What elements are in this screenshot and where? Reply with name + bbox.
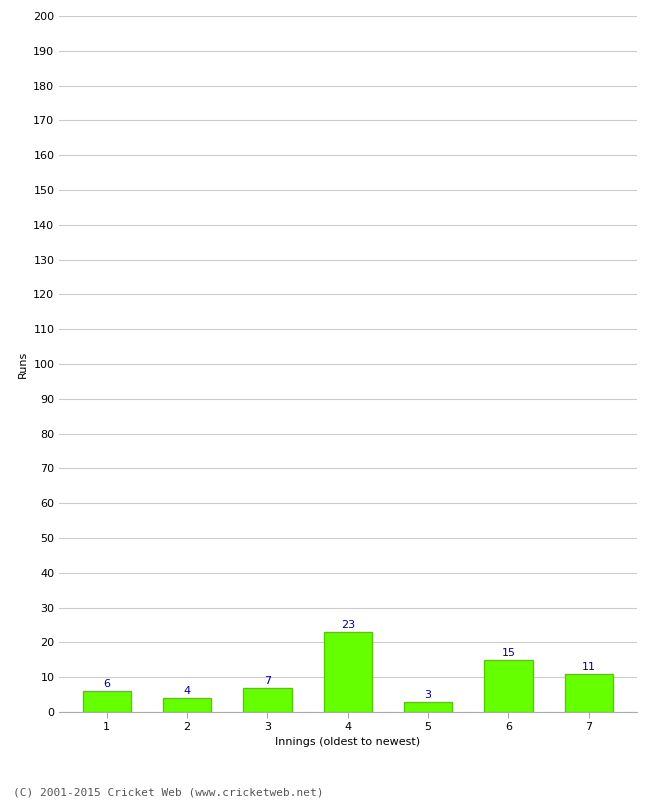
Bar [324, 632, 372, 712]
X-axis label: Innings (oldest to newest): Innings (oldest to newest) [275, 738, 421, 747]
Text: (C) 2001-2015 Cricket Web (www.cricketweb.net): (C) 2001-2015 Cricket Web (www.cricketwe… [13, 787, 324, 798]
Bar [163, 698, 211, 712]
Text: 15: 15 [501, 648, 515, 658]
Bar [565, 674, 613, 712]
Bar [243, 688, 291, 712]
Text: 7: 7 [264, 676, 271, 686]
Y-axis label: Runs: Runs [18, 350, 28, 378]
Text: 11: 11 [582, 662, 596, 672]
Bar [83, 691, 131, 712]
Text: 4: 4 [183, 686, 190, 696]
Text: 3: 3 [424, 690, 432, 700]
Text: 6: 6 [103, 679, 111, 690]
Bar [404, 702, 452, 712]
Text: 23: 23 [341, 620, 355, 630]
Bar [484, 660, 532, 712]
